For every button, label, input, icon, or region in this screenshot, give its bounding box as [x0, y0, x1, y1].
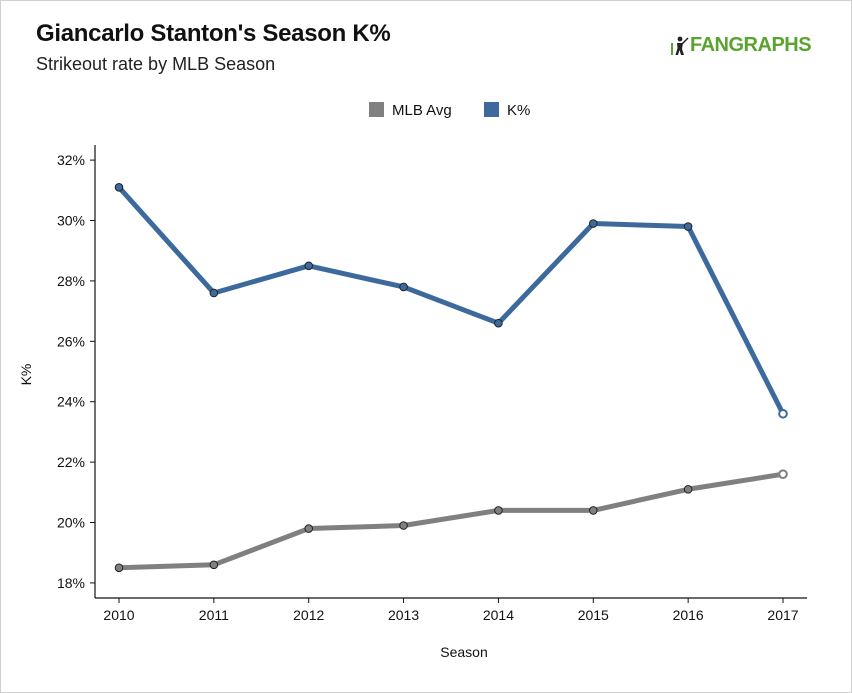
y-tick-label: 28% — [57, 273, 85, 289]
legend-label-mlb-avg: MLB Avg — [392, 102, 452, 119]
data-point-mlb-avg — [114, 563, 124, 573]
data-point-k — [588, 219, 598, 228]
data-point-k — [683, 222, 693, 231]
y-tick-label: 32% — [57, 152, 85, 168]
x-tick-label: 2016 — [673, 607, 704, 623]
fangraphs-logo[interactable]: FANGRAPHS — [668, 34, 812, 57]
y-tick-label: 20% — [57, 515, 85, 531]
data-point-mlb-avg — [778, 469, 788, 479]
x-axis-title: Season — [440, 644, 487, 660]
data-point-k — [114, 182, 124, 192]
data-point-k — [209, 288, 219, 298]
y-tick-label: 26% — [57, 333, 85, 349]
series-line-mlb-avg — [116, 471, 786, 571]
y-tick-label: 30% — [57, 213, 85, 229]
legend-swatch-mlb-avg — [369, 102, 384, 117]
chart-title: Giancarlo Stanton's Season K% — [36, 20, 391, 47]
data-point-mlb-avg — [494, 506, 503, 515]
data-point-k — [778, 408, 788, 419]
x-tick-label: 2014 — [483, 607, 514, 623]
data-point-mlb-avg — [304, 524, 314, 533]
batter-icon — [668, 35, 690, 57]
x-tick-label: 2017 — [767, 607, 798, 623]
x-tick-label: 2012 — [293, 607, 324, 623]
logo-text: FANGRAPHS — [690, 34, 812, 56]
data-point-mlb-avg — [588, 506, 598, 515]
data-point-k — [494, 318, 503, 328]
chart-subtitle: Strikeout rate by MLB Season — [36, 54, 276, 74]
data-point-mlb-avg — [209, 560, 219, 570]
data-point-k — [399, 282, 408, 292]
series-line-k — [116, 184, 786, 417]
y-axis-title: K% — [18, 364, 34, 386]
data-point-mlb-avg — [399, 521, 408, 530]
x-tick-label: 2010 — [103, 607, 134, 623]
y-tick-label: 18% — [57, 575, 85, 591]
y-tick-label: 24% — [57, 394, 85, 410]
y-tick-label: 22% — [57, 454, 85, 470]
data-point-mlb-avg — [683, 484, 693, 494]
x-tick-label: 2013 — [388, 607, 419, 623]
legend-swatch-k — [484, 102, 499, 117]
x-tick-label: 2015 — [578, 607, 609, 623]
legend-label-k: K% — [507, 102, 530, 119]
data-point-k — [304, 261, 314, 271]
x-tick-label: 2011 — [199, 607, 229, 623]
